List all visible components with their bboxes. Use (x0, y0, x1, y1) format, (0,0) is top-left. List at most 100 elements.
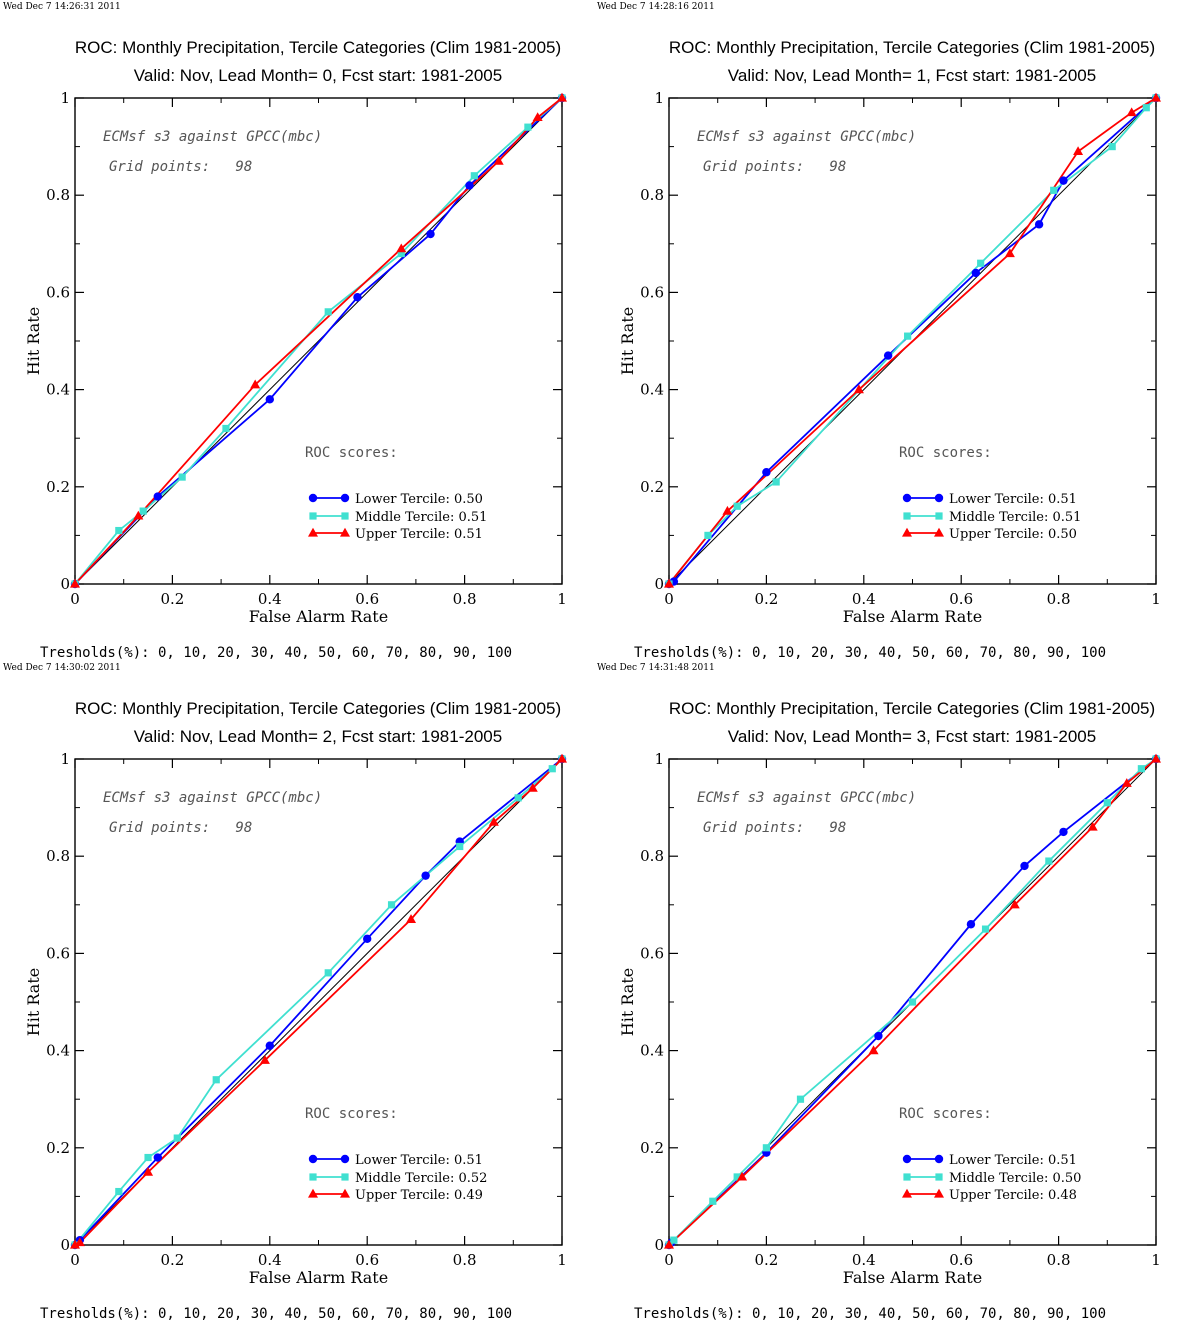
y-tick-label: 0 (60, 1236, 70, 1254)
lower-tercile-point (153, 1153, 162, 1162)
lower-tercile-point (265, 395, 274, 404)
upper-tercile-point (1073, 146, 1084, 156)
lower-tercile-point (762, 468, 771, 477)
legend-marker-lower-tercile (340, 1154, 350, 1164)
upper-tercile-point (527, 782, 538, 792)
lower-tercile-point (883, 351, 893, 360)
middle-tercile-point (178, 473, 186, 481)
dataset-annotation: ECMsf s3 against GPCC(mbc) (697, 790, 916, 806)
dataset-annotation: ECMsf s3 against GPCC(mbc) (103, 129, 322, 145)
legend-marker-lower-tercile (308, 493, 318, 503)
y-tick-label: 0.6 (640, 283, 664, 301)
legend-marker-lower-tercile (340, 493, 350, 503)
lower-tercile-point (421, 871, 430, 880)
lower-tercile-point (153, 492, 162, 501)
roc-chart: Wed Dec 7 14:28:16 2011 ROC: Monthly Prec… (597, 2, 1161, 661)
lower-tercile-point (966, 920, 976, 929)
x-tick-label: 1 (557, 1251, 567, 1269)
lower-tercile-point (971, 268, 981, 278)
middle-tercile-point (1137, 765, 1145, 773)
lower-tercile-point (1034, 220, 1044, 229)
x-tick-label: 0.6 (949, 590, 973, 608)
x-tick-label: 0.6 (355, 1251, 379, 1269)
middle-tercile-point (670, 1236, 678, 1244)
legend-label-middle-tercile: Middle Tercile: 0.51 (355, 510, 487, 525)
upper-tercile-point (396, 243, 407, 253)
x-tick-label: 0.2 (754, 590, 778, 608)
upper-tercile-point (1087, 821, 1098, 831)
legend-label-lower-tercile: Lower Tercile: 0.51 (949, 1153, 1077, 1168)
roc-panel-lead-1: Wed Dec 7 14:28:16 2011 ROC: Monthly Prec… (594, 0, 1187, 661)
thresholds-note: Tresholds(%): 0, 10, 20, 30, 40, 50, 60,… (40, 645, 512, 661)
x-tick-label: 0.8 (1047, 590, 1071, 608)
legend-label-lower-tercile: Lower Tercile: 0.50 (355, 492, 483, 507)
upper-tercile-point (532, 112, 543, 122)
y-tick-label: 0 (60, 575, 70, 593)
middle-tercile-point (222, 424, 230, 433)
y-tick-label: 0.4 (46, 1042, 70, 1060)
y-tick-label: 0.2 (640, 478, 664, 496)
legend-marker-upper-tercile (308, 527, 318, 537)
middle-tercile-point (733, 1173, 741, 1181)
legend-marker-middle-tercile (935, 512, 943, 520)
upper-tercile-point (133, 510, 144, 520)
timestamp: Wed Dec 7 14:30:02 2011 (3, 663, 121, 673)
y-tick-label: 1 (654, 750, 664, 768)
middle-tercile-point (1045, 857, 1053, 865)
upper-tercile-point (259, 1055, 270, 1064)
middle-tercile-point (470, 172, 478, 180)
x-tick-label: 0.2 (160, 1251, 184, 1269)
legend-marker-upper-tercile (902, 1188, 912, 1198)
roc-chart: Wed Dec 7 14:30:02 2011 ROC: Monthly Prec… (3, 663, 567, 1322)
grid-points-annotation: Grid points: 98 (109, 159, 252, 175)
upper-tercile-point (1009, 899, 1020, 909)
middle-tercile-line (74, 97, 563, 585)
middle-tercile-point (514, 794, 522, 802)
x-tick-label: 1 (1151, 1251, 1161, 1269)
y-tick-label: 0.4 (46, 381, 70, 399)
legend-label-middle-tercile: Middle Tercile: 0.52 (355, 1171, 487, 1186)
y-tick-label: 0 (654, 575, 664, 593)
dataset-annotation: ECMsf s3 against GPCC(mbc) (697, 129, 916, 145)
x-tick-label: 0.4 (258, 590, 282, 608)
x-tick-label: 0 (70, 590, 80, 608)
x-tick-label: 0 (664, 1251, 674, 1269)
lower-tercile-point (874, 1031, 883, 1041)
upper-tercile-point (74, 1237, 85, 1247)
thresholds-note: Tresholds(%): 0, 10, 20, 30, 40, 50, 60,… (634, 1306, 1106, 1322)
legend-marker-lower-tercile (934, 1154, 944, 1164)
x-axis-label: False Alarm Rate (249, 1268, 388, 1287)
x-axis-label: False Alarm Rate (843, 607, 982, 626)
middle-tercile-point (704, 531, 712, 539)
roc-panel-lead-3: Wed Dec 7 14:31:48 2011 ROC: Monthly Prec… (594, 661, 1187, 1322)
legend-marker-upper-tercile (308, 1188, 318, 1198)
upper-tercile-point (250, 379, 261, 389)
legend-label-middle-tercile: Middle Tercile: 0.50 (949, 1171, 1081, 1186)
legend-marker-lower-tercile (308, 1154, 318, 1164)
y-tick-label: 0.8 (640, 847, 664, 865)
y-tick-label: 1 (654, 89, 664, 107)
upper-tercile-point (1151, 92, 1161, 102)
lower-tercile-point (265, 1041, 274, 1050)
legend-marker-lower-tercile (902, 493, 912, 503)
y-axis-label: Hit Rate (24, 307, 43, 375)
y-tick-label: 0 (654, 1236, 664, 1254)
middle-tercile-point (139, 507, 147, 515)
legend-label-upper-tercile: Upper Tercile: 0.51 (355, 527, 483, 542)
middle-tercile-line (668, 758, 1157, 1246)
middle-tercile-point (904, 332, 912, 340)
no-skill-diagonal (74, 97, 563, 585)
y-tick-label: 0.4 (640, 381, 664, 399)
upper-tercile-line (74, 758, 563, 1246)
x-tick-label: 1 (1151, 590, 1161, 608)
lower-tercile-line (74, 758, 563, 1246)
timestamp: Wed Dec 7 14:28:16 2011 (597, 2, 715, 12)
middle-tercile-point (981, 925, 990, 933)
legend-label-upper-tercile: Upper Tercile: 0.50 (949, 527, 1077, 542)
upper-tercile-point (664, 578, 674, 588)
legend-marker-middle-tercile (309, 512, 317, 520)
lower-tercile-point (426, 229, 435, 239)
upper-tercile-point (1121, 778, 1132, 787)
middle-tercile-line (668, 97, 1157, 585)
chart-title: ROC: Monthly Precipitation, Tercile Cate… (669, 38, 1155, 57)
